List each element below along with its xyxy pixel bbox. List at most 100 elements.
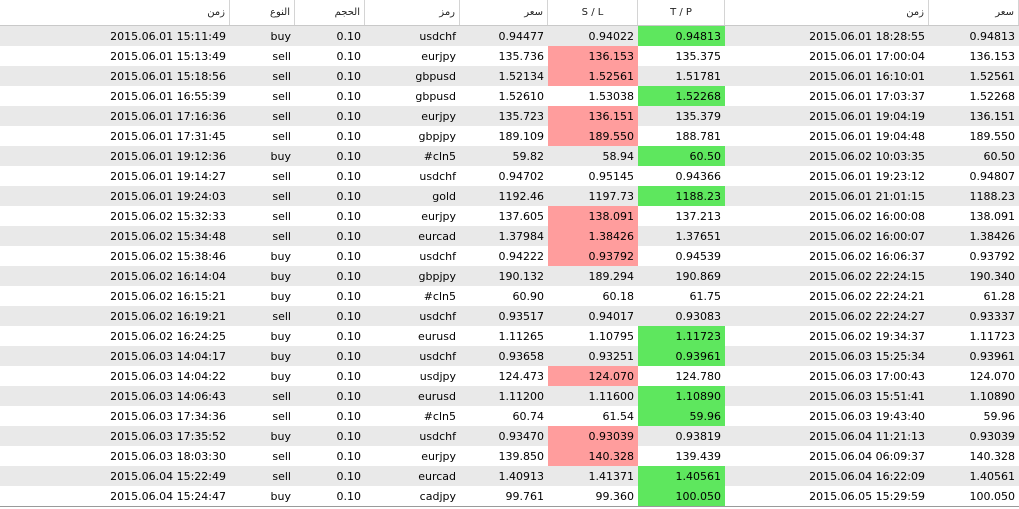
cell-sl: 1.10795 <box>588 329 635 343</box>
cell-time-close: 2015.06.02 16:06:37 <box>809 249 925 263</box>
cell-price-close: 140.328 <box>969 449 1016 463</box>
cell-type: buy <box>270 269 291 283</box>
cell-time-open: 2015.06.01 16:55:39 <box>110 89 226 103</box>
cell-volume: 0.10 <box>336 109 362 123</box>
column-header-price-close[interactable]: سعر <box>929 0 1019 25</box>
cell-price-open: 0.94702 <box>498 169 545 183</box>
column-header-volume[interactable]: الحجم <box>295 0 365 25</box>
cell-price-close: 1.10890 <box>969 389 1016 403</box>
table-row[interactable]: 2015.06.03 14:04:17 buy 0.10 usdchf 0.93658 0… <box>0 346 1019 366</box>
cell-time-close: 2015.06.05 15:29:59 <box>809 489 925 503</box>
cell-sl: 0.93251 <box>588 349 635 363</box>
cell-symbol: eurjpy <box>421 49 456 63</box>
table-row[interactable]: 2015.06.01 17:31:45 sell 0.10 gbpjpy 189.109… <box>0 126 1019 146</box>
cell-price-open: 135.723 <box>498 109 545 123</box>
table-row[interactable]: 2015.06.01 16:55:39 sell 0.10 gbpusd 1.52610… <box>0 86 1019 106</box>
table-row[interactable]: 2015.06.03 14:06:43 sell 0.10 eurusd 1.11200… <box>0 386 1019 406</box>
table-row[interactable]: 2015.06.04 15:24:47 buy 0.10 cadjpy 99.761 99… <box>0 486 1019 506</box>
cell-time-close: 2015.06.02 22:24:27 <box>809 309 925 323</box>
cell-tp: 0.94366 <box>675 169 722 183</box>
cell-tp: 137.213 <box>675 209 722 223</box>
cell-volume: 0.10 <box>336 349 362 363</box>
cell-sl: 136.153 <box>548 46 638 66</box>
table-row[interactable]: 2015.06.01 19:24:03 sell 0.10 gold 1192.46 11… <box>0 186 1019 206</box>
cell-sl: 124.070 <box>548 366 638 386</box>
table-row[interactable]: 2015.06.03 18:03:30 sell 0.10 eurjpy 139.850… <box>0 446 1019 466</box>
cell-price-close: 0.93961 <box>969 349 1016 363</box>
cell-time-close: 2015.06.03 17:00:43 <box>809 369 925 383</box>
cell-type: sell <box>272 49 291 63</box>
cell-time-close: 2015.06.02 16:00:07 <box>809 229 925 243</box>
cell-time-open: 2015.06.01 17:16:36 <box>110 109 226 123</box>
table-row[interactable]: 2015.06.01 19:12:36 buy 0.10 #cln5 59.82 58.9… <box>0 146 1019 166</box>
cell-type: sell <box>272 89 291 103</box>
cell-type: sell <box>272 69 291 83</box>
cell-price-open: 1.52610 <box>498 89 545 103</box>
cell-time-close: 2015.06.02 19:34:37 <box>809 329 925 343</box>
cell-time-open: 2015.06.03 17:34:36 <box>110 409 226 423</box>
cell-symbol: usdchf <box>419 249 456 263</box>
cell-time-close: 2015.06.03 19:43:40 <box>809 409 925 423</box>
cell-time-open: 2015.06.01 19:12:36 <box>110 149 226 163</box>
table-row[interactable]: 2015.06.02 15:38:46 buy 0.10 usdchf 0.94222 0… <box>0 246 1019 266</box>
column-header-symbol[interactable]: رمز <box>365 0 460 25</box>
cell-tp: 124.780 <box>675 369 722 383</box>
table-row[interactable]: 2015.06.01 15:13:49 sell 0.10 eurjpy 135.736… <box>0 46 1019 66</box>
cell-tp: 100.050 <box>638 486 725 506</box>
cell-sl: 140.328 <box>548 446 638 466</box>
table-row[interactable]: 2015.06.01 15:11:49 buy 0.10 usdchf 0.94477 0… <box>0 26 1019 46</box>
cell-type: sell <box>272 229 291 243</box>
table-row[interactable]: 2015.06.01 15:18:56 sell 0.10 gbpusd 1.52134… <box>0 66 1019 86</box>
column-header-price-open[interactable]: سعر <box>460 0 548 25</box>
cell-sl: 0.94017 <box>588 309 635 323</box>
cell-tp: 1.51781 <box>675 69 722 83</box>
cell-symbol: gbpjpy <box>418 129 457 143</box>
table-row[interactable]: 2015.06.04 15:22:49 sell 0.10 eurcad 1.40913… <box>0 466 1019 486</box>
table-row[interactable]: 2015.06.03 14:04:22 buy 0.10 usdjpy 124.473 1… <box>0 366 1019 386</box>
cell-price-open: 1.52134 <box>498 69 545 83</box>
cell-price-open: 0.94222 <box>498 249 545 263</box>
cell-time-open: 2015.06.04 15:22:49 <box>110 469 226 483</box>
table-row[interactable]: 2015.06.02 16:15:21 buy 0.10 #cln5 60.90 60.1… <box>0 286 1019 306</box>
cell-tp: 1.52268 <box>638 86 725 106</box>
cell-symbol: eurusd <box>418 389 456 403</box>
cell-time-open: 2015.06.04 15:24:47 <box>110 489 226 503</box>
table-row[interactable]: 2015.06.01 17:16:36 sell 0.10 eurjpy 135.723… <box>0 106 1019 126</box>
cell-volume: 0.10 <box>336 289 362 303</box>
table-row[interactable]: 2015.06.03 17:34:36 sell 0.10 #cln5 60.74 61.… <box>0 406 1019 426</box>
cell-volume: 0.10 <box>336 69 362 83</box>
column-header-sl[interactable]: S / L <box>548 0 638 25</box>
cell-tp: 59.96 <box>638 406 725 426</box>
table-row[interactable]: 2015.06.02 16:14:04 buy 0.10 gbpjpy 190.132 1… <box>0 266 1019 286</box>
table-row[interactable]: 2015.06.01 19:14:27 sell 0.10 usdchf 0.94702… <box>0 166 1019 186</box>
column-header-time-close[interactable]: زمن <box>725 0 929 25</box>
cell-tp: 1.10890 <box>638 386 725 406</box>
cell-price-close: 0.94813 <box>969 29 1016 43</box>
table-row[interactable]: 2015.06.02 16:19:21 sell 0.10 usdchf 0.93517… <box>0 306 1019 326</box>
table-row[interactable]: 2015.06.02 15:32:33 sell 0.10 eurjpy 137.605… <box>0 206 1019 226</box>
cell-tp: 135.379 <box>675 109 722 123</box>
cell-volume: 0.10 <box>336 269 362 283</box>
column-header-time-open[interactable]: زمن <box>0 0 230 25</box>
cell-tp: 0.93819 <box>675 429 722 443</box>
cell-symbol: #cln5 <box>423 149 456 163</box>
cell-tp: 60.50 <box>638 146 725 166</box>
cell-sl: 1.53038 <box>588 89 635 103</box>
cell-type: buy <box>270 369 291 383</box>
cell-type: buy <box>270 149 291 163</box>
cell-time-close: 2015.06.01 19:04:48 <box>809 129 925 143</box>
cell-tp: 1.11723 <box>638 326 725 346</box>
column-header-tp[interactable]: T / P <box>638 0 725 25</box>
table-row[interactable]: 2015.06.02 15:34:48 sell 0.10 eurcad 1.37984… <box>0 226 1019 246</box>
column-header-type[interactable]: النوع <box>230 0 295 25</box>
table-row[interactable]: 2015.06.03 17:35:52 buy 0.10 usdchf 0.93470 0… <box>0 426 1019 446</box>
cell-volume: 0.10 <box>336 429 362 443</box>
cell-symbol: usdchf <box>419 429 456 443</box>
cell-price-close: 0.94807 <box>969 169 1016 183</box>
cell-symbol: cadjpy <box>419 489 456 503</box>
cell-time-close: 2015.06.02 10:03:35 <box>809 149 925 163</box>
cell-sl: 61.54 <box>602 409 635 423</box>
cell-sl: 0.94022 <box>588 29 635 43</box>
table-row[interactable]: 2015.06.02 16:24:25 buy 0.10 eurusd 1.11265 1… <box>0 326 1019 346</box>
